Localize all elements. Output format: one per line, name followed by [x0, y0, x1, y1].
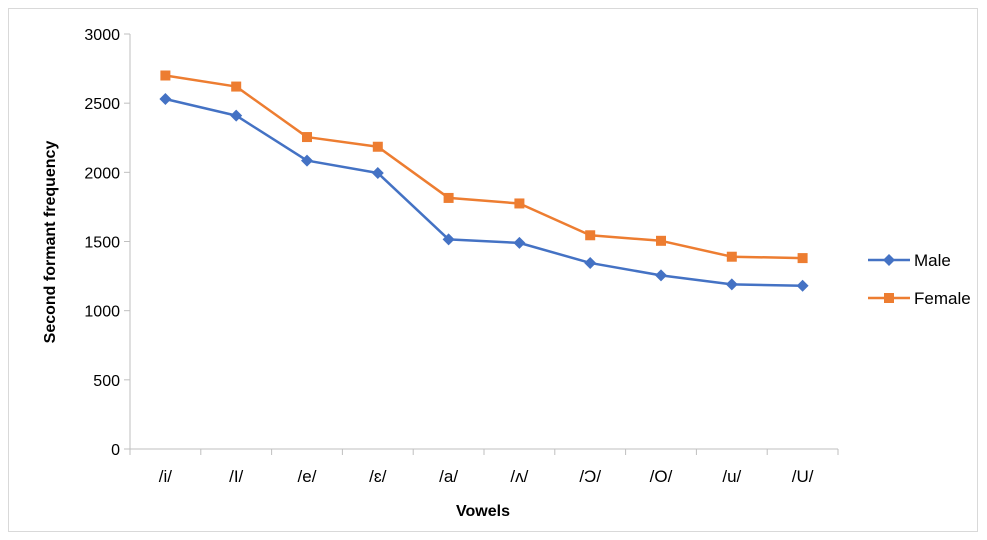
legend-label-male: Male: [914, 251, 951, 270]
x-tick-label: /i/: [159, 467, 173, 486]
data-point-male: [442, 233, 455, 246]
x-tick-label: /I/: [229, 467, 243, 486]
data-point-male: [796, 279, 809, 292]
data-point-female: [726, 251, 737, 262]
legend: Male Female: [868, 251, 971, 308]
x-tick-label: /ʌ/: [510, 467, 528, 486]
series-line-female: [165, 74, 803, 260]
x-tick-label: /a/: [439, 467, 458, 486]
data-point-male: [725, 278, 738, 291]
x-axis-title: Vowels: [456, 503, 510, 520]
y-tick-label: 2500: [84, 96, 120, 113]
x-axis-ticks: /i/ /I/ /e/ /ɛ/ /a/ /ʌ/ /Ɔ/ /O/ /u/ /U/: [129, 449, 839, 486]
y-tick-label: 0: [111, 442, 120, 459]
data-point-male: [584, 256, 597, 269]
data-point-female: [372, 141, 383, 152]
chart-frame: [8, 8, 978, 532]
series-female: [160, 70, 808, 264]
x-tick-label: /ɛ/: [369, 467, 387, 486]
x-tick-label: /O/: [650, 467, 673, 486]
y-tick-label: 3000: [84, 27, 120, 44]
legend-label-female: Female: [914, 289, 971, 308]
y-tick-label: 500: [93, 373, 120, 390]
data-point-male: [371, 167, 384, 180]
legend-marker-female: [884, 293, 894, 303]
legend-marker-male: [883, 254, 895, 266]
x-tick-label: /e/: [298, 467, 317, 486]
y-tick-label: 2000: [84, 165, 120, 182]
series-layer: [159, 70, 809, 292]
data-point-female: [231, 81, 242, 92]
data-point-female: [656, 235, 666, 246]
data-point-female: [797, 253, 808, 264]
series-line-male: [165, 97, 803, 288]
y-axis-ticks: 0 500 1000 1500 2000 2500 3000: [84, 27, 130, 459]
data-point-female: [514, 198, 525, 209]
data-point-male: [301, 154, 313, 167]
y-tick-label: 1500: [84, 235, 120, 252]
series-male: [159, 93, 809, 292]
data-point-male: [230, 109, 243, 122]
data-point-female: [585, 230, 596, 241]
data-point-male: [513, 236, 526, 249]
data-point-male: [159, 93, 172, 106]
data-point-female: [302, 132, 312, 143]
x-tick-label: /u/: [722, 467, 741, 486]
data-point-male: [655, 269, 667, 282]
y-tick-label: 1000: [84, 304, 120, 321]
data-point-female: [160, 70, 171, 81]
x-tick-label: /U/: [792, 467, 814, 486]
data-point-female: [443, 192, 454, 203]
x-tick-label: /Ɔ/: [579, 467, 601, 486]
y-axis-title: Second formant frequency: [42, 141, 59, 344]
